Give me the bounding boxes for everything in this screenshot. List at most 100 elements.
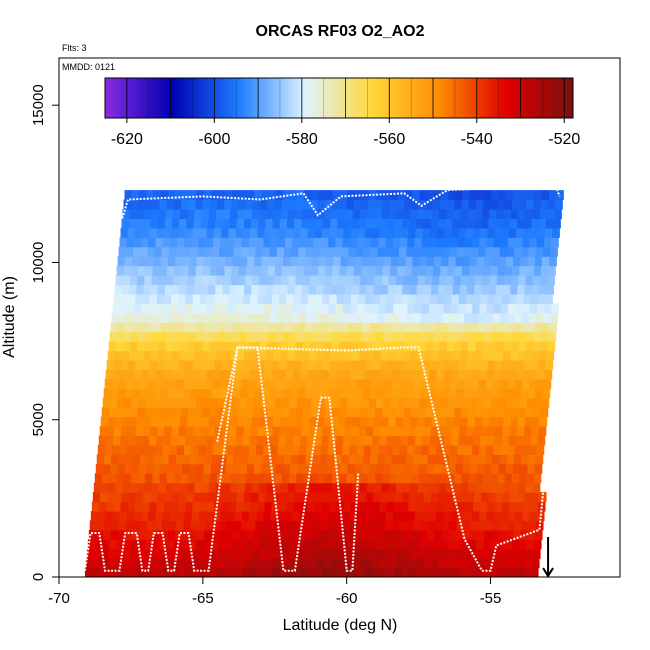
heatmap-cell xyxy=(483,199,491,210)
heatmap-cell xyxy=(160,322,169,333)
heatmap-cell xyxy=(300,567,309,577)
heatmap-cell xyxy=(389,341,397,352)
heatmap-cell xyxy=(283,388,292,399)
heatmap-cell xyxy=(345,416,354,427)
heatmap-cell xyxy=(281,473,290,484)
heatmap-cell xyxy=(425,407,434,418)
heatmap-cell xyxy=(306,510,315,521)
heatmap-cell xyxy=(254,388,263,399)
heatmap-cell xyxy=(476,190,485,201)
heatmap-cell xyxy=(178,293,187,304)
heatmap-cell xyxy=(526,331,535,342)
heatmap-cell xyxy=(391,388,400,399)
heatmap-cell xyxy=(460,350,468,361)
heatmap-cell xyxy=(116,407,124,418)
heatmap-cell xyxy=(176,444,185,455)
heatmap-cell xyxy=(378,378,386,389)
heatmap-cell xyxy=(147,246,156,257)
heatmap-cell xyxy=(140,312,149,323)
heatmap-cell xyxy=(283,322,292,333)
heatmap-cell xyxy=(474,284,483,295)
heatmap-cell xyxy=(511,199,520,210)
heatmap-cell xyxy=(328,435,337,446)
heatmap-cell xyxy=(404,539,413,550)
heatmap-cell xyxy=(351,567,359,577)
heatmap-cell xyxy=(282,331,291,342)
heatmap-cell xyxy=(371,369,380,380)
heatmap-cell xyxy=(471,444,480,455)
heatmap-cell xyxy=(405,190,413,201)
heatmap-cell xyxy=(301,558,310,569)
heatmap-cell xyxy=(339,473,348,484)
heatmap-cell xyxy=(204,388,213,399)
heatmap-cell xyxy=(120,567,129,577)
heatmap-cell xyxy=(516,426,525,437)
heatmap-cell xyxy=(434,454,443,465)
heatmap-cell xyxy=(538,218,547,229)
heatmap-cell xyxy=(351,426,360,437)
heatmap-cell xyxy=(317,341,326,352)
heatmap-cell xyxy=(239,331,247,342)
heatmap-cell xyxy=(130,265,139,276)
heatmap-cell xyxy=(453,208,462,220)
heatmap-cell xyxy=(162,303,171,314)
heatmap-cell xyxy=(291,378,300,389)
heatmap-cell xyxy=(293,359,302,370)
heatmap-cell xyxy=(389,539,398,550)
heatmap-cell xyxy=(157,558,166,569)
heatmap-cell xyxy=(350,227,359,238)
heatmap-cell xyxy=(269,520,278,531)
heatmap-cell xyxy=(175,388,184,399)
heatmap-cell xyxy=(353,265,362,276)
heatmap-cell xyxy=(327,246,335,257)
heatmap-cell xyxy=(431,482,440,493)
heatmap-cell xyxy=(173,275,181,286)
heatmap-cell xyxy=(417,208,426,220)
heatmap-cell xyxy=(250,501,258,512)
heatmap-cell xyxy=(301,350,310,361)
heatmap-cell xyxy=(274,473,283,484)
heatmap-cell xyxy=(487,435,495,446)
heatmap-cell xyxy=(355,246,364,257)
heatmap-cell xyxy=(224,407,232,418)
heatmap-cell xyxy=(251,558,260,569)
heatmap-cell xyxy=(215,350,224,361)
heatmap-cell xyxy=(200,284,209,295)
heatmap-cell xyxy=(224,265,233,276)
heatmap-cell xyxy=(293,501,301,512)
heatmap-cell xyxy=(530,293,539,304)
heatmap-cell xyxy=(514,444,523,455)
heatmap-cell xyxy=(386,567,395,577)
heatmap-cell xyxy=(406,312,415,323)
heatmap-cell xyxy=(307,369,315,380)
heatmap-cell xyxy=(439,548,448,559)
heatmap-cell xyxy=(390,190,399,201)
heatmap-cell xyxy=(360,548,368,559)
heatmap-cell xyxy=(237,482,246,493)
heatmap-cell xyxy=(490,265,499,276)
heatmap-cell xyxy=(283,529,291,540)
heatmap-cell xyxy=(212,246,220,257)
heatmap-cell xyxy=(439,199,448,210)
heatmap-cell xyxy=(265,558,274,569)
heatmap-cell xyxy=(241,237,250,248)
heatmap-cell xyxy=(194,275,203,286)
heatmap-cell xyxy=(400,510,408,521)
heatmap-cell xyxy=(458,293,467,304)
heatmap-cell xyxy=(437,227,445,238)
heatmap-cell xyxy=(143,492,151,503)
heatmap-cell xyxy=(323,558,332,569)
heatmap-cell xyxy=(537,435,546,446)
heatmap-cell xyxy=(516,501,524,512)
heatmap-cell xyxy=(394,492,403,503)
heatmap-cell xyxy=(535,312,544,323)
heatmap-cell xyxy=(366,416,375,427)
heatmap-cell xyxy=(188,539,197,550)
heatmap-cell xyxy=(183,520,192,531)
heatmap-cell xyxy=(340,190,349,201)
heatmap-cell xyxy=(194,341,203,352)
heatmap-cell xyxy=(127,303,135,314)
heatmap-cell xyxy=(138,265,146,276)
heatmap-cell xyxy=(222,558,231,569)
heatmap-cell xyxy=(350,501,359,512)
